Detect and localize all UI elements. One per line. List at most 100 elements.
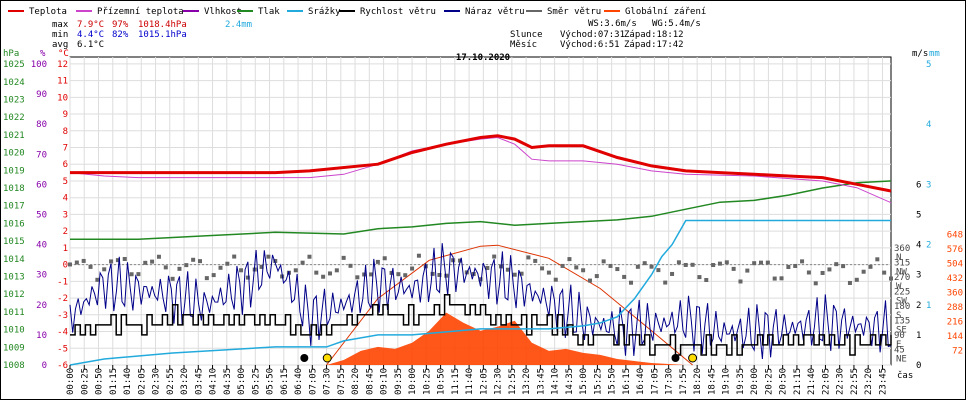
wind-direction-point	[882, 270, 887, 275]
x-tick-label: 20:25	[764, 368, 774, 395]
wind-direction-point	[875, 257, 880, 262]
series-temperature-line	[70, 134, 892, 193]
wind-direction-point	[608, 263, 613, 268]
wind-direction-point	[533, 258, 538, 263]
x-tick-label: 15:50	[608, 368, 618, 395]
wind-direction-point	[150, 259, 155, 264]
sunrise-marker	[322, 353, 332, 363]
axis-press-tick: 1017	[3, 202, 25, 212]
x-tick-label: 09:10	[380, 368, 390, 395]
axis-rad-tick: 504	[947, 260, 963, 270]
wind-direction-point	[485, 266, 490, 271]
axis-temp-unit: °C	[58, 49, 69, 59]
x-tick-label: 19:35	[736, 368, 746, 395]
wind-direction-point	[184, 263, 189, 268]
axis-temp-tick: -2	[57, 294, 68, 304]
stats-max-label: max	[52, 20, 69, 30]
x-tick-label: 04:35	[223, 368, 233, 395]
axis-temp-tick: -1	[57, 277, 68, 287]
wind-direction-point	[170, 276, 175, 281]
axis-hum-tick: 100	[31, 60, 47, 70]
axis-rain-unit: mm	[929, 49, 940, 59]
wind-direction-point	[656, 268, 661, 273]
axis-press-tick: 1019	[3, 166, 25, 176]
axis-rad-tick: 576	[947, 245, 963, 255]
axis-rad-tick: 360	[947, 289, 963, 299]
x-tick-label: 04:10	[209, 368, 219, 395]
x-tick-label: 20:50	[779, 368, 789, 395]
axis-rain-tick: 4	[926, 120, 931, 130]
moonrise-text: Východ:6:51	[560, 40, 620, 50]
axis-hum-tick: 30	[36, 271, 47, 281]
wind-speed-info: WS:3.6m/s	[588, 19, 637, 29]
wind-direction-point	[745, 268, 750, 273]
x-tick-label: 19:10	[722, 368, 732, 395]
wind-direction-point	[841, 264, 846, 269]
axis-wind-tick: 6	[916, 180, 921, 190]
chart-title: 17.10.2020	[456, 53, 510, 63]
wind-direction-point	[218, 265, 223, 270]
axis-dir-tick: 225	[894, 288, 910, 298]
x-tick-label: 14:35	[565, 368, 575, 395]
stats-min-label: min	[52, 30, 68, 40]
axis-temp-tick: 8	[63, 127, 68, 137]
wind-direction-point	[601, 259, 606, 264]
wind-direction-point	[779, 276, 784, 281]
x-tick-label: 00:50	[95, 368, 105, 395]
x-tick-label: 06:40	[294, 368, 304, 395]
wind-direction-point	[416, 253, 421, 258]
x-tick-label: 18:45	[707, 368, 717, 395]
wind-direction-point	[615, 267, 620, 272]
axis-temp-tick: -3	[57, 311, 68, 321]
x-tick-label: 05:00	[237, 368, 247, 395]
wind-direction-point	[225, 261, 230, 266]
wind-direction-point	[690, 262, 695, 267]
wind-direction-point	[293, 268, 298, 273]
wind-direction-point	[273, 258, 278, 263]
axis-dir-tick: 360	[894, 244, 910, 254]
axis-dir-tick: 135	[894, 317, 910, 327]
x-tick-label: 03:20	[180, 368, 190, 395]
wind-direction-point	[382, 256, 387, 261]
wind-direction-point	[266, 254, 271, 259]
wind-direction-point	[765, 260, 770, 265]
wind-direction-point	[430, 271, 435, 276]
axis-dir-label: E	[896, 340, 901, 350]
wind-direction-point	[827, 267, 832, 272]
x-tick-label: 15:25	[593, 368, 603, 395]
axis-wind-tick: 3	[916, 271, 921, 281]
wind-direction-point	[854, 277, 859, 282]
axis-press-tick: 1016	[3, 219, 25, 229]
wind-direction-point	[375, 259, 380, 264]
series-wind-speed-line	[70, 294, 892, 356]
axis-dir-tick: 90	[894, 331, 905, 341]
x-tick-label: 15:00	[579, 368, 589, 395]
x-tick-label: 17:30	[665, 368, 675, 395]
x-tick-label: 07:30	[323, 368, 333, 395]
wind-direction-point	[163, 265, 168, 270]
wind-direction-point	[300, 260, 305, 265]
axis-hum-tick: 50	[36, 211, 47, 221]
x-tick-label: 05:50	[266, 368, 276, 395]
legend-label-5: Srážky	[308, 7, 341, 17]
wind-direction-point	[444, 273, 449, 278]
axis-wind-tick: 2	[916, 301, 921, 311]
wind-direction-point	[239, 268, 244, 273]
wind-direction-point	[68, 262, 72, 267]
axis-dir-label: SE	[896, 326, 907, 336]
wind-direction-point	[334, 268, 339, 273]
legend-label-6: Rychlost větru	[360, 7, 436, 17]
axis-press-tick: 1022	[3, 113, 25, 123]
legend: Teplota Přízemní teplota Vlhkost Tlak Srážky…	[8, 7, 706, 17]
wind-direction-point	[676, 260, 681, 265]
x-tick-label: 08:20	[351, 368, 361, 395]
wind-direction-point	[861, 269, 866, 274]
wind-direction-point	[567, 257, 572, 262]
wind-direction-point	[642, 261, 647, 266]
stats-avg-label: avg	[52, 40, 68, 50]
axis-temp-tick: 2	[63, 227, 68, 237]
x-tick-label: 01:40	[123, 368, 133, 395]
x-tick-label: 21:15	[793, 368, 803, 395]
axis-hum-tick: 80	[36, 120, 47, 130]
